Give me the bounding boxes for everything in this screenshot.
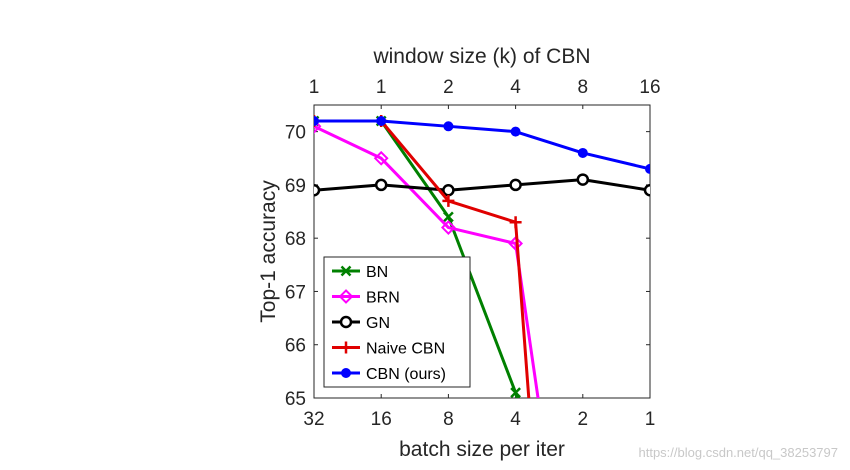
y-tick-label: 66 bbox=[285, 336, 306, 357]
x-tick-label: 16 bbox=[371, 409, 392, 430]
series-line bbox=[314, 178, 650, 192]
y-tick-label: 70 bbox=[285, 123, 306, 144]
data-point bbox=[314, 118, 322, 134]
data-point bbox=[443, 211, 454, 223]
top-tick-label: 1 bbox=[376, 77, 387, 98]
data-point bbox=[374, 178, 388, 192]
series-line bbox=[314, 119, 650, 171]
y-tick-label: 65 bbox=[285, 389, 306, 410]
top-tick-label: 16 bbox=[639, 77, 660, 98]
legend-marker bbox=[340, 341, 352, 354]
data-point bbox=[576, 173, 590, 186]
legend-marker bbox=[338, 289, 354, 304]
y-tick-label: 68 bbox=[285, 229, 306, 250]
data-point bbox=[373, 150, 389, 166]
data-point bbox=[509, 178, 522, 192]
legend-item: Naive CBN bbox=[332, 341, 445, 358]
y-tick-label: 69 bbox=[285, 176, 306, 197]
y-axis-title: Top-1 accuracy bbox=[257, 180, 280, 323]
x-axis-title: batch size per iter bbox=[399, 438, 565, 461]
watermark: https://blog.csdn.net/qq_38253797 bbox=[638, 445, 839, 460]
series-cbn-ours- bbox=[314, 115, 650, 174]
legend-item: BN bbox=[332, 264, 388, 281]
legend-label: CBN (ours) bbox=[366, 366, 446, 383]
x-tick-label: 32 bbox=[303, 409, 324, 430]
legend-marker bbox=[341, 368, 351, 378]
legend-label: BRN bbox=[366, 290, 400, 307]
legend-marker bbox=[340, 265, 352, 277]
legend: BN BRN GN Naive CBN CBN (ours) bbox=[323, 256, 471, 388]
series-line bbox=[314, 124, 540, 398]
data-point bbox=[443, 121, 454, 132]
x-tick-label: 1 bbox=[645, 409, 656, 430]
data-point bbox=[645, 163, 650, 174]
legend-label: Naive CBN bbox=[366, 341, 445, 358]
data-point bbox=[510, 387, 521, 398]
legend-item: GN bbox=[332, 315, 390, 332]
legend-label: BN bbox=[366, 264, 388, 281]
legend-item: CBN (ours) bbox=[332, 366, 446, 383]
data-point bbox=[508, 236, 524, 251]
data-point bbox=[376, 115, 387, 126]
data-point bbox=[643, 183, 650, 197]
data-point bbox=[314, 115, 319, 126]
top-tick-label: 2 bbox=[443, 77, 454, 98]
data-point bbox=[440, 220, 456, 235]
series-gn bbox=[314, 173, 650, 197]
legend-marker bbox=[339, 315, 353, 329]
y-tick-label: 67 bbox=[285, 282, 306, 303]
x-tick-label: 4 bbox=[510, 409, 521, 430]
x-tick-label: 8 bbox=[443, 409, 454, 430]
x-tick-label: 2 bbox=[578, 409, 589, 430]
top-tick-label: 8 bbox=[578, 77, 589, 98]
data-point bbox=[577, 147, 588, 158]
data-point bbox=[442, 183, 455, 197]
data-point bbox=[510, 126, 521, 137]
series-brn bbox=[314, 118, 540, 398]
top-tick-label: 4 bbox=[510, 77, 521, 98]
data-point bbox=[442, 194, 455, 207]
legend-label: GN bbox=[366, 315, 390, 332]
top-tick-label: 1 bbox=[309, 77, 320, 98]
top-axis-title: window size (k) of CBN bbox=[372, 45, 590, 68]
legend-item: BRN bbox=[332, 289, 400, 307]
data-point bbox=[509, 216, 522, 229]
plot-area: 32 16 8 4 2 1 1 1 2 4 8 16 65 66 67 68 69 70 BN BRN GN Naive … bbox=[285, 77, 661, 430]
data-point bbox=[314, 183, 321, 197]
